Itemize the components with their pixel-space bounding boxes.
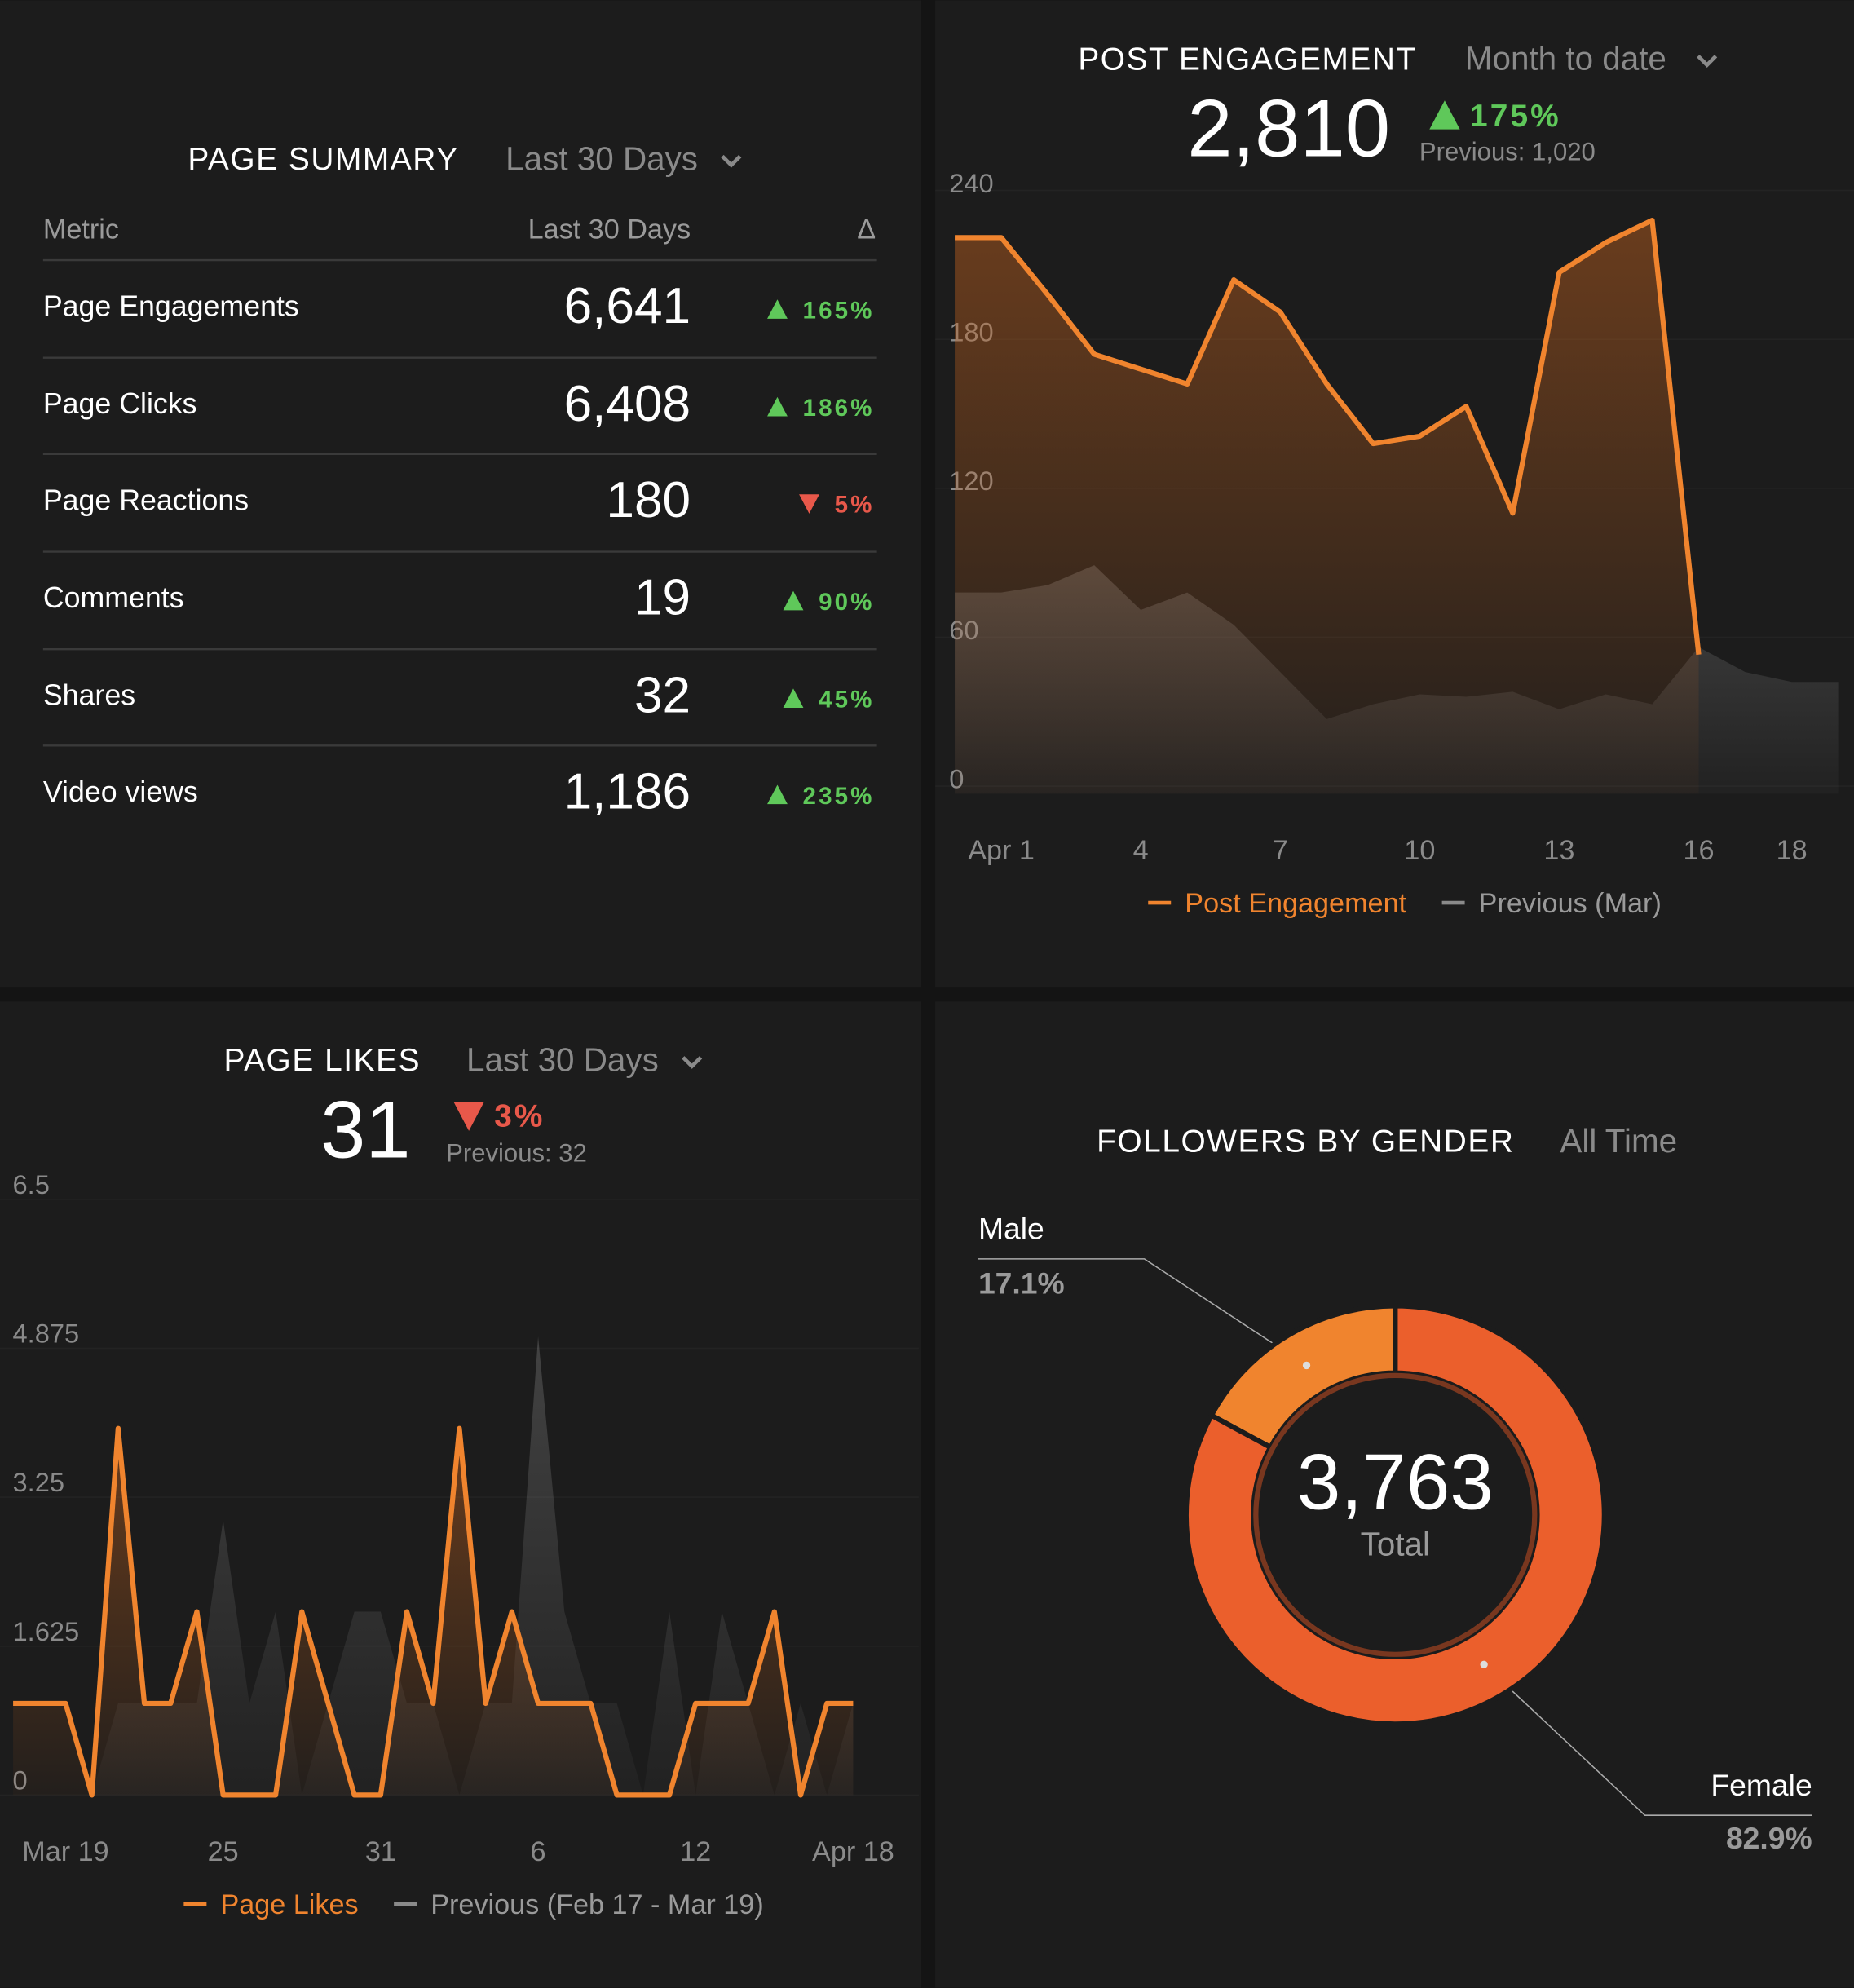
trend-arrow xyxy=(1429,100,1460,130)
x-tick-label: 18 xyxy=(1777,835,1808,866)
metric-delta: 90% xyxy=(819,589,874,616)
area xyxy=(955,220,1699,794)
metric-delta: 165% xyxy=(803,298,875,325)
donut-total-label: Total xyxy=(1361,1525,1430,1562)
dropdown-icon xyxy=(721,154,742,168)
trend-arrow xyxy=(767,784,788,805)
kpi-change: 3% xyxy=(494,1099,545,1134)
metric-value: 6,408 xyxy=(564,376,691,432)
panel-title: FOLLOWERS BY GENDER xyxy=(1097,1124,1514,1160)
x-tick-label: Mar 19 xyxy=(22,1836,108,1867)
trend-arrow xyxy=(783,590,804,611)
line xyxy=(955,217,1702,656)
kpi-previous: Previous: 1,020 xyxy=(1419,138,1596,166)
slice-label: Female xyxy=(1711,1768,1812,1802)
x-tick-label: 25 xyxy=(208,1836,239,1867)
y-tick-label: 6.5 xyxy=(13,1169,50,1199)
x-tick-label: Apr 1 xyxy=(968,835,1035,866)
x-tick-label: 16 xyxy=(1684,835,1715,866)
area xyxy=(13,1428,854,1796)
metric-name: Page Clicks xyxy=(43,387,197,420)
donut-total: 3,763 xyxy=(1297,1439,1494,1526)
period-label: All Time xyxy=(1560,1122,1677,1160)
metric-value: 32 xyxy=(634,667,691,723)
metric-value: 1,186 xyxy=(564,763,691,819)
panel-title: POST ENGAGEMENT xyxy=(1078,42,1416,77)
kpi-value: 31 xyxy=(320,1085,411,1175)
leader-line xyxy=(1483,1663,1812,1816)
metric-value: 6,641 xyxy=(564,278,691,334)
dropdown-icon xyxy=(1697,55,1718,68)
x-tick-label: 13 xyxy=(1543,835,1574,866)
leader-dot xyxy=(1302,1361,1311,1370)
kpi-change: 175% xyxy=(1470,99,1561,134)
slice-value: 82.9% xyxy=(1726,1821,1812,1855)
legend-label: Previous (Mar) xyxy=(1479,888,1662,919)
metric-value: 180 xyxy=(606,472,691,528)
metric-name: Shares xyxy=(43,679,135,712)
x-tick-label: 12 xyxy=(680,1836,711,1867)
metric-delta: 235% xyxy=(803,783,875,810)
period-selector[interactable]: Last 30 Days xyxy=(505,139,698,177)
trend-arrow xyxy=(799,494,819,514)
y-tick-label: 1.625 xyxy=(13,1616,80,1646)
trend-arrow xyxy=(767,396,788,417)
x-tick-label: 7 xyxy=(1273,835,1288,866)
legend-label: Page Likes xyxy=(220,1889,358,1920)
trend-arrow xyxy=(767,299,788,319)
x-tick-label: 31 xyxy=(365,1836,396,1867)
panel xyxy=(0,0,922,988)
metric-delta: 186% xyxy=(803,395,875,422)
period-selector[interactable]: Month to date xyxy=(1465,40,1666,77)
metric-name: Video views xyxy=(43,775,198,808)
y-tick-label: 240 xyxy=(949,168,993,198)
donut-inner-ring xyxy=(1253,1372,1538,1657)
slice-label: Male xyxy=(978,1212,1044,1246)
period-selector[interactable]: Last 30 Days xyxy=(466,1041,659,1079)
column-header: Δ xyxy=(857,214,876,245)
slice-value: 17.1% xyxy=(978,1266,1065,1300)
panel-title: PAGE LIKES xyxy=(224,1043,422,1078)
metric-name: Page Reactions xyxy=(43,484,249,516)
area xyxy=(13,1336,854,1796)
trend-arrow xyxy=(453,1102,484,1131)
legend-label: Previous (Feb 17 - Mar 19) xyxy=(430,1889,764,1920)
metric-delta: 45% xyxy=(819,687,874,713)
trend-arrow xyxy=(783,688,804,709)
y-tick-label: 4.875 xyxy=(13,1319,80,1349)
metric-name: Comments xyxy=(43,581,184,614)
metric-name: Page Engagements xyxy=(43,290,299,323)
panel-title: PAGE SUMMARY xyxy=(188,142,458,177)
kpi-value: 2,810 xyxy=(1187,83,1390,174)
line xyxy=(13,1425,854,1798)
column-header: Metric xyxy=(43,214,119,245)
panel xyxy=(935,1001,1854,1988)
leader-dot xyxy=(1480,1660,1488,1668)
x-tick-label: Apr 18 xyxy=(812,1836,894,1867)
dropdown-icon xyxy=(682,1056,703,1069)
metric-value: 19 xyxy=(634,570,691,626)
x-tick-label: 10 xyxy=(1404,835,1435,866)
legend-label: Post Engagement xyxy=(1185,888,1406,919)
metric-delta: 5% xyxy=(835,491,875,518)
kpi-previous: Previous: 32 xyxy=(446,1139,587,1168)
y-tick-label: 3.25 xyxy=(13,1467,65,1497)
leader-line xyxy=(978,1258,1307,1367)
column-header: Last 30 Days xyxy=(528,214,691,245)
x-tick-label: 6 xyxy=(531,1836,546,1867)
x-tick-label: 4 xyxy=(1133,835,1149,866)
